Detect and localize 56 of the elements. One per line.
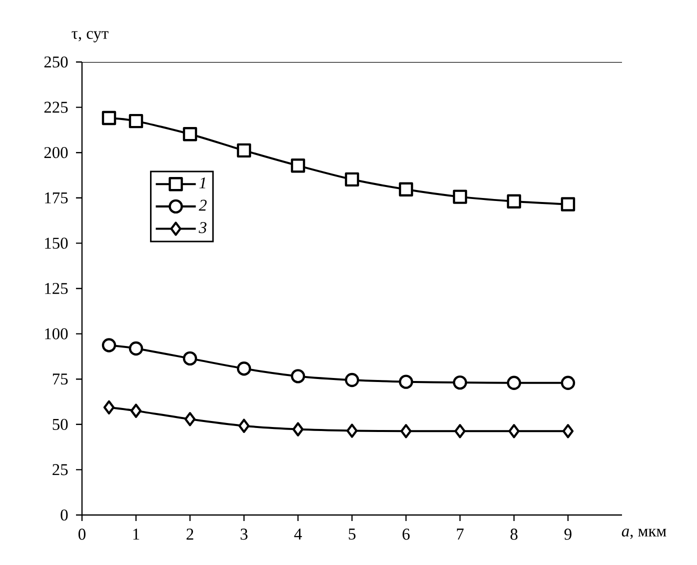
x-axis-title: a, мкм <box>622 528 666 539</box>
y-tick-label: 125 <box>45 282 68 294</box>
y-tick-label: 75 <box>52 374 68 385</box>
point <box>506 194 522 208</box>
point <box>506 376 522 390</box>
point <box>184 412 196 426</box>
y-tick-label: 0 <box>60 509 68 521</box>
point <box>398 182 414 196</box>
y-tick-label: 200 <box>44 147 68 158</box>
point <box>346 424 358 438</box>
point <box>236 361 252 376</box>
point <box>103 400 115 414</box>
point <box>292 422 304 436</box>
point <box>128 341 144 356</box>
point <box>398 374 414 389</box>
point <box>452 190 468 204</box>
y-tick-label: 100 <box>45 328 68 340</box>
point <box>102 110 116 126</box>
x-tick-label: 2 <box>186 528 194 540</box>
y-tick-label: 50 <box>52 418 68 430</box>
x-tick-label: 6 <box>402 528 410 540</box>
y-tick-label: 150 <box>45 238 68 249</box>
x-tick-label: 5 <box>348 528 356 540</box>
point <box>344 372 360 388</box>
point <box>182 127 198 142</box>
y-tick-label: 175 <box>45 192 68 204</box>
point <box>238 418 250 433</box>
x-tick-label: 9 <box>564 528 572 540</box>
point <box>562 424 574 438</box>
point <box>560 197 576 212</box>
point <box>560 376 576 390</box>
legend-label: 1 <box>199 177 206 188</box>
point <box>290 369 306 384</box>
y-tick-label: 25 <box>52 464 68 476</box>
y-tick-label: 225 <box>44 102 68 113</box>
y-tick-label: 250 <box>44 56 68 68</box>
x-tick-label: 4 <box>294 528 302 540</box>
x-tick-label: 8 <box>510 528 518 540</box>
point <box>454 424 466 438</box>
x-tick-label: 1 <box>133 528 140 540</box>
point <box>102 338 116 352</box>
legend-label: 2 <box>198 200 207 211</box>
legend-label: 3 <box>198 222 206 234</box>
point <box>128 114 144 128</box>
point <box>400 424 412 438</box>
y-axis-title: τ, сут <box>72 31 108 42</box>
point <box>508 424 520 438</box>
point <box>452 375 468 390</box>
point <box>236 143 252 158</box>
point <box>344 172 360 187</box>
point <box>130 404 142 418</box>
x-tick-label: 3 <box>240 528 248 540</box>
x-tick-label: 0 <box>78 528 86 540</box>
point <box>182 351 198 366</box>
x-tick-label: 7 <box>456 528 464 540</box>
point <box>290 158 306 173</box>
